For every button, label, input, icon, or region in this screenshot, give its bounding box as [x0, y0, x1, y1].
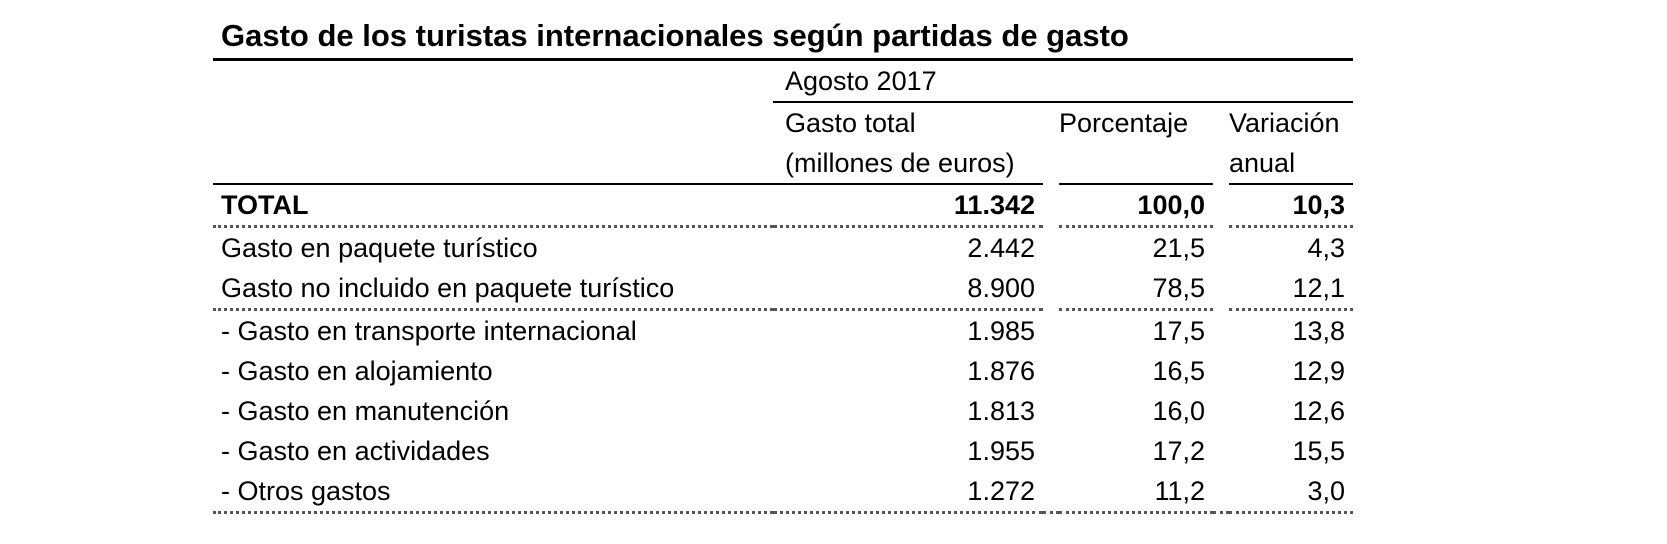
- row-label: Gasto no incluido en paquete turístico: [213, 268, 773, 311]
- gasto-total-header-line1: Gasto total: [785, 108, 916, 138]
- row-label: - Otros gastos: [213, 471, 773, 514]
- row-variacion: 10,3: [1229, 185, 1354, 228]
- row-variacion: 15,5: [1292, 436, 1346, 466]
- table-row: - Gasto en actividades 1.955 17,2 15,5: [213, 431, 1353, 471]
- row-gasto: 8.900: [773, 268, 1043, 311]
- row-gasto: 1.813: [967, 396, 1035, 426]
- row-variacion: 4,3: [1307, 233, 1346, 263]
- row-label: - Gasto en transporte internacional: [221, 316, 637, 346]
- table-row: - Gasto en transporte internacional 1.98…: [213, 311, 1353, 351]
- period-header: Agosto 2017: [773, 61, 1354, 103]
- row-gasto: 1.272: [773, 471, 1043, 514]
- row-variacion: 13,8: [1292, 316, 1346, 346]
- row-porcentaje: 78,5: [1059, 268, 1213, 311]
- gasto-total-header-line2: (millones de euros): [773, 143, 1043, 185]
- row-gasto: 1.955: [967, 436, 1035, 466]
- row-porcentaje: 21,5: [1152, 233, 1205, 263]
- row-label: Gasto en paquete turístico: [221, 233, 538, 263]
- table-title: Gasto de los turistas internacionales se…: [213, 14, 1353, 61]
- table-row: - Gasto en manutención 1.813 16,0 12,6: [213, 391, 1353, 431]
- row-variacion: 12,9: [1292, 356, 1346, 386]
- table-row: Gasto no incluido en paquete turístico 8…: [213, 268, 1354, 311]
- row-label: - Gasto en alojamiento: [221, 356, 493, 386]
- variacion-header-line1: Variación: [1229, 108, 1340, 138]
- table-container: Gasto de los turistas internacionales se…: [213, 14, 1354, 514]
- table-row: Gasto en paquete turístico 2.442 21,5 4,…: [213, 228, 1353, 268]
- row-gasto: 2.442: [967, 233, 1035, 263]
- row-gasto: 1.985: [967, 316, 1035, 346]
- row-porcentaje: 17,5: [1152, 316, 1205, 346]
- row-label: - Gasto en manutención: [221, 396, 510, 426]
- row-variacion: 3,0: [1229, 471, 1354, 514]
- variacion-header-line2: anual: [1229, 143, 1354, 185]
- table-row: - Otros gastos 1.272 11,2 3,0: [213, 471, 1354, 514]
- table-row-total: TOTAL 11.342 100,0 10,3: [213, 185, 1354, 228]
- row-porcentaje: 11,2: [1059, 471, 1213, 514]
- header-period-row: Agosto 2017: [213, 61, 1354, 103]
- row-label: TOTAL: [213, 185, 773, 228]
- row-variacion: 12,6: [1292, 396, 1346, 426]
- row-porcentaje: 100,0: [1059, 185, 1213, 228]
- header-columns-row-1: Gasto total Porcentaje Variación: [213, 103, 1353, 143]
- row-label: - Gasto en actividades: [221, 436, 490, 466]
- row-porcentaje: 16,0: [1152, 396, 1205, 426]
- spending-table: Agosto 2017 Gasto total Porcentaje Varia…: [213, 61, 1354, 514]
- table-row: - Gasto en alojamiento 1.876 16,5 12,9: [213, 351, 1353, 391]
- row-porcentaje: 16,5: [1152, 356, 1205, 386]
- row-gasto: 11.342: [773, 185, 1043, 228]
- porcentaje-header: Porcentaje: [1059, 108, 1189, 138]
- row-variacion: 12,1: [1229, 268, 1354, 311]
- row-gasto: 1.876: [967, 356, 1035, 386]
- header-columns-row-2: (millones de euros) anual: [213, 143, 1354, 185]
- row-porcentaje: 17,2: [1152, 436, 1205, 466]
